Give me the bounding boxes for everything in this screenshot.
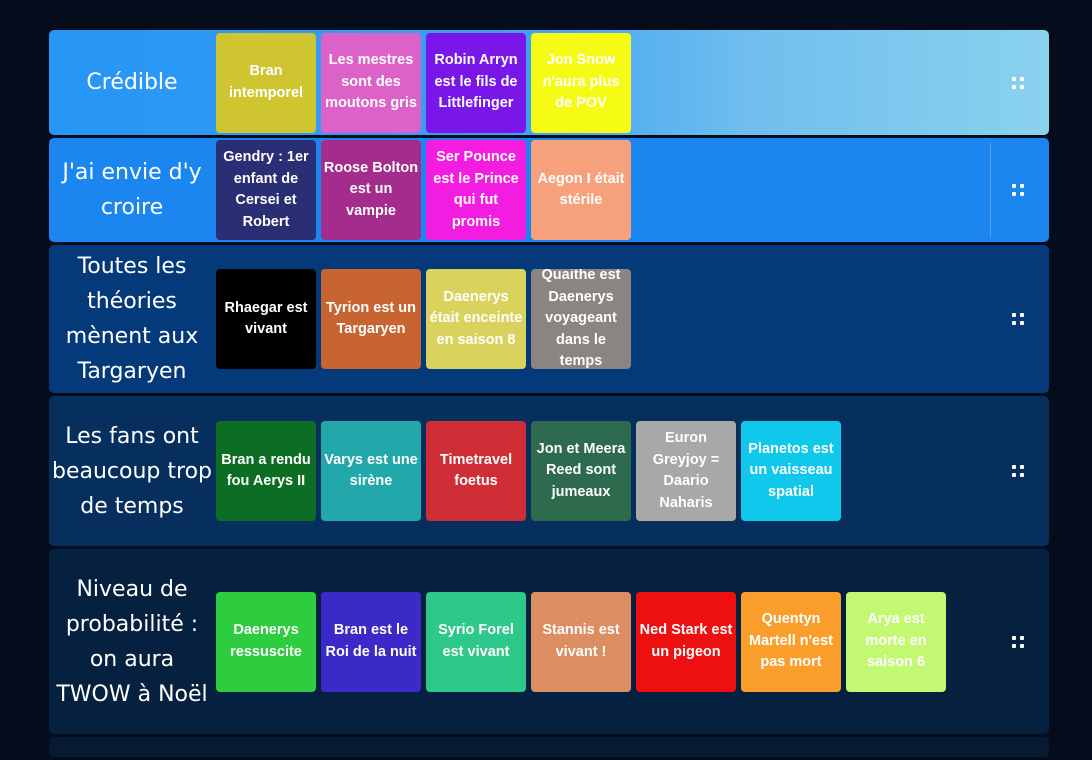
tier-card[interactable]: Syrio Forel est vivant xyxy=(426,591,526,692)
drag-handle-icon[interactable] xyxy=(1011,463,1025,479)
tier-card[interactable]: Aegon I était stérile xyxy=(531,140,631,240)
tier-items: Rhaegar est vivant Tyrion est un Targarye… xyxy=(215,245,1049,393)
tier-card[interactable]: Daenerys ressuscite xyxy=(216,591,316,692)
tier-card[interactable]: Varys est une sirène xyxy=(321,421,421,521)
tier-row: Les fans ont beaucoup trop de temps Bran … xyxy=(49,396,1049,546)
tier-card[interactable]: Quentyn Martell n'est pas mort xyxy=(741,591,841,692)
tier-card[interactable]: Rhaegar est vivant xyxy=(216,269,316,369)
tier-card[interactable]: Bran a rendu fou Aerys II xyxy=(216,421,316,521)
tier-label[interactable]: Niveau de probabilité : on aura TWOW à N… xyxy=(56,576,208,707)
drag-handle-icon[interactable] xyxy=(1011,75,1025,91)
tier-card[interactable]: Jon Snow n'aura plus de POV xyxy=(531,32,631,133)
tier-items: Bran a rendu fou Aerys II Varys est une s… xyxy=(215,396,1049,546)
tier-card[interactable]: Euron Greyjoy = Daario Naharis xyxy=(636,421,736,521)
row-divider xyxy=(990,143,991,237)
tier-list: Crédible Bran intemporel Les mestres sont … xyxy=(49,30,1049,760)
tier-row: Niveau de probabilité : on aura TWOW à N… xyxy=(49,549,1049,734)
drag-handle-icon[interactable] xyxy=(1011,634,1025,650)
tier-row: Toutes les théories mènent aux Targaryen… xyxy=(49,245,1049,393)
tier-card[interactable]: Tyrion est un Targaryen xyxy=(321,269,421,369)
tier-card[interactable]: Jon et Meera Reed sont jumeaux xyxy=(531,421,631,521)
tier-card[interactable]: Ned Stark est un pigeon xyxy=(636,591,736,692)
tier-label[interactable]: J'ai envie d'y croire xyxy=(62,160,202,220)
tier-row xyxy=(49,737,1049,757)
tier-card[interactable]: Daenerys était enceinte en saison 8 xyxy=(426,269,526,369)
tier-label[interactable]: Toutes les théories mènent aux Targaryen xyxy=(65,254,199,384)
tier-label[interactable]: Crédible xyxy=(86,70,178,95)
tier-label[interactable] xyxy=(49,737,215,757)
drag-handle-icon[interactable] xyxy=(1011,311,1025,327)
tier-items: Daenerys ressuscite Bran est le Roi de la… xyxy=(215,549,1049,734)
tier-card[interactable]: Ser Pounce est le Prince qui fut promis xyxy=(426,140,526,240)
tier-row: Crédible Bran intemporel Les mestres sont … xyxy=(49,30,1049,135)
tier-card[interactable]: Stannis est vivant ! xyxy=(531,591,631,692)
tier-card[interactable]: Timetravel foetus xyxy=(426,421,526,521)
tier-card[interactable]: Arya est morte en saison 6 xyxy=(846,591,946,692)
tier-card[interactable]: Bran est le Roi de la nuit xyxy=(321,591,421,692)
tier-row: J'ai envie d'y croire Gendry : 1er enfant… xyxy=(49,138,1049,242)
tier-card[interactable]: Quaithe est Daenerys voyageant dans le t… xyxy=(531,269,631,369)
tier-card[interactable]: Robin Arryn est le fils de Littlefinger xyxy=(426,32,526,133)
tier-label[interactable]: Les fans ont beaucoup trop de temps xyxy=(52,423,212,519)
tier-items: Bran intemporel Les mestres sont des mout… xyxy=(215,30,1049,135)
tier-card[interactable]: Roose Bolton est un vampie xyxy=(321,140,421,240)
tier-items xyxy=(215,737,1049,757)
drag-handle-icon[interactable] xyxy=(1011,182,1025,198)
tier-card[interactable]: Bran intemporel xyxy=(216,32,316,133)
tier-items: Gendry : 1er enfant de Cersei et Robert R… xyxy=(215,138,1049,242)
tier-card[interactable]: Les mestres sont des moutons gris xyxy=(321,32,421,133)
tier-card[interactable]: Gendry : 1er enfant de Cersei et Robert xyxy=(216,140,316,240)
tier-card[interactable]: Planetos est un vaisseau spatial xyxy=(741,421,841,521)
